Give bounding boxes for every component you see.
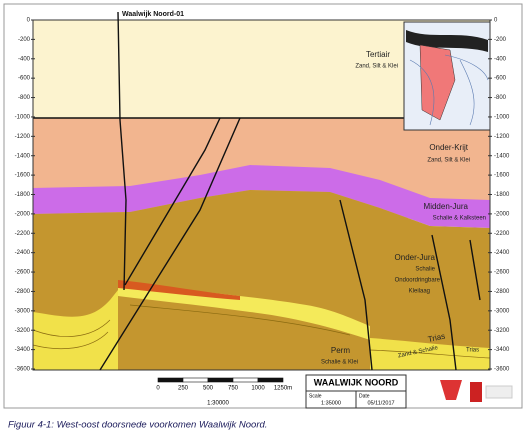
layer-name: Onder-Krijt <box>429 143 468 152</box>
depth-label: -3600 <box>15 367 31 373</box>
fault <box>431 234 457 371</box>
layer-perm-mid <box>118 282 370 340</box>
layer-lithology: Kleilaag <box>409 289 430 295</box>
caption: Figuur 4-1: West-oost doorsnede voorkome… <box>8 420 267 431</box>
scale-segment <box>232 377 259 383</box>
depth-label: -2200 <box>15 231 31 237</box>
fault <box>99 117 241 371</box>
title-block-title: WAALWIJK NOORD <box>314 377 399 387</box>
strata-lines <box>32 304 491 359</box>
depth-label: -800 <box>494 95 507 101</box>
depth-label: -1600 <box>494 173 510 179</box>
depth-label: -3400 <box>494 347 510 353</box>
layer-name: Tertiair <box>366 50 390 59</box>
depth-label: -3000 <box>494 308 510 314</box>
scale-segment <box>207 377 234 383</box>
depth-label: -2800 <box>15 289 31 295</box>
depth-label: -1800 <box>494 192 510 198</box>
depth-label: -600 <box>494 76 507 82</box>
logo <box>485 385 513 399</box>
layer-red-band <box>118 280 240 300</box>
depth-label: -2000 <box>15 211 31 217</box>
inset-field <box>419 44 456 121</box>
depth-label: -600 <box>18 76 31 82</box>
layer-name: Onder-Jura <box>395 253 436 262</box>
layer-midden-jura <box>33 165 490 228</box>
scale-segment <box>257 377 284 383</box>
layer-lithology: Schalie & Klei <box>321 360 358 366</box>
scale-ratio: 1:30000 <box>207 401 229 407</box>
depth-label: -1200 <box>494 134 510 140</box>
depth-label: -3200 <box>494 328 510 334</box>
layer-lithology: Schalie <box>415 267 435 273</box>
depth-label: -1600 <box>15 173 31 179</box>
depth-label: -1400 <box>494 153 510 159</box>
depth-label: -1000 <box>15 115 31 121</box>
title-block-label: Date <box>359 393 370 399</box>
depth-label: -200 <box>494 37 507 43</box>
layer-lithology: Zand, Silt & Klei <box>355 64 398 70</box>
layer-onder-jura <box>33 190 490 370</box>
depth-label: -1000 <box>494 115 510 121</box>
layer-name: Trias <box>466 348 479 354</box>
depth-label: -2400 <box>494 250 510 256</box>
title-block-value: 05/11/2017 <box>367 400 394 406</box>
depth-label: -200 <box>18 37 31 43</box>
layer-lithology: Zand, Silt & Klei <box>427 158 470 164</box>
layer-lithology: Ondoordringbare <box>395 278 441 284</box>
well-name: Waalwijk Noord-01 <box>122 11 184 18</box>
fault <box>339 199 373 371</box>
layer-name: Midden-Jura <box>424 202 469 211</box>
scale-bar: 0 250 500 750 1000 1250m <box>156 377 292 392</box>
layer-name: Perm <box>331 346 350 355</box>
title-block-label: Scale <box>309 393 322 399</box>
depth-label: -2200 <box>494 231 510 237</box>
depth-label: -2000 <box>494 211 510 217</box>
depth-label: -1400 <box>15 153 31 159</box>
depth-label: -2600 <box>494 270 510 276</box>
depth-label: -3600 <box>494 367 510 373</box>
inset-contours <box>409 54 489 126</box>
depth-label: -2800 <box>494 289 510 295</box>
scale-label: 250 <box>178 386 189 392</box>
scale-label: 1000 <box>251 386 265 392</box>
logo <box>440 380 462 400</box>
depth-label: -3400 <box>15 347 31 353</box>
scale-segment <box>182 377 209 383</box>
fault <box>124 117 221 286</box>
layer-lithology: Schalie & Kalksteen <box>433 216 486 222</box>
scale-segment <box>157 377 184 383</box>
depth-label: -3200 <box>15 328 31 334</box>
scale-label: 500 <box>203 386 214 392</box>
depth-label: -1200 <box>15 134 31 140</box>
depth-label: -400 <box>494 56 507 62</box>
depth-label: -400 <box>18 56 31 62</box>
fault <box>469 239 481 301</box>
logo <box>470 382 482 402</box>
well-path <box>117 11 127 291</box>
depth-label: -800 <box>18 95 31 101</box>
depth-label: -2400 <box>15 250 31 256</box>
depth-label: 0 <box>494 18 498 24</box>
layer-name: Trias <box>427 332 446 344</box>
depth-label: -3000 <box>15 308 31 314</box>
scale-label: 0 <box>156 386 160 392</box>
layer-perm-west <box>33 290 118 370</box>
scale-label: 1250m <box>274 386 292 392</box>
title-block-value: 1:35000 <box>321 400 341 406</box>
depth-label: -2600 <box>15 270 31 276</box>
scale-label: 750 <box>228 386 239 392</box>
depth-label: -1800 <box>15 192 31 198</box>
depth-label: 0 <box>27 18 31 24</box>
